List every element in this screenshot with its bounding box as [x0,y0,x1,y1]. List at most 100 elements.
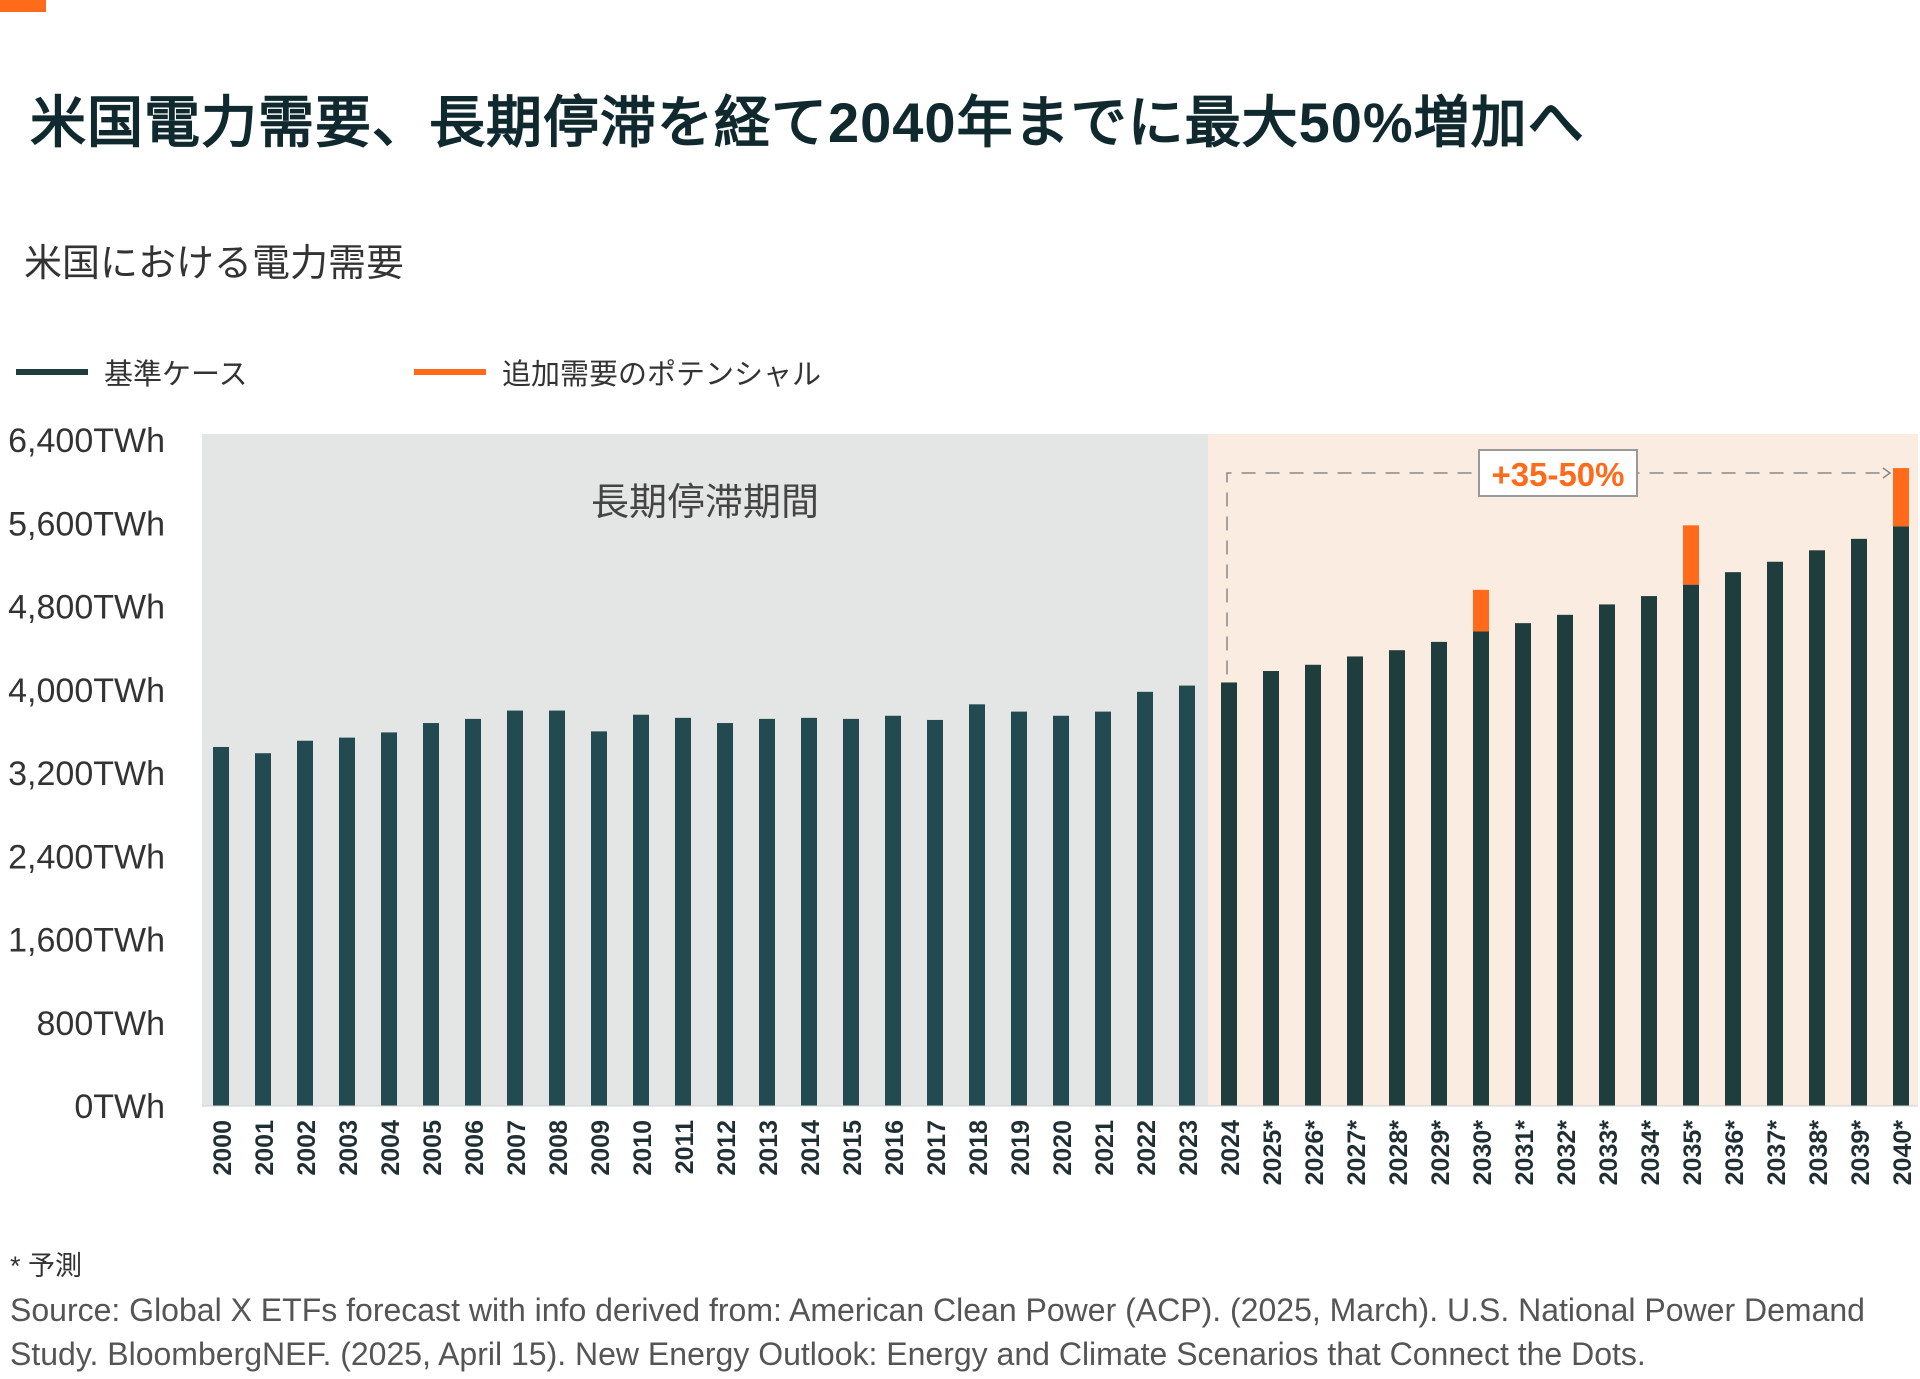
x-tick-label: 2008 [545,1120,573,1176]
legend-label-potential: 追加需要のポテンシャル [502,359,822,391]
stagnation-period-region [202,434,1208,1106]
source-note: Source: Global X ETFs forecast with info… [10,1292,1865,1372]
x-tick-label: 2027* [1343,1120,1371,1186]
bar-base [255,753,271,1106]
bar-base [507,710,523,1106]
bar-base [423,723,439,1106]
bar-base [1599,604,1615,1106]
x-tick-label: 2025* [1259,1120,1287,1186]
bar-base [1641,596,1657,1106]
x-tick-label: 2030* [1469,1120,1497,1186]
x-tick-label: 2000 [209,1120,237,1176]
stagnation-period-label: 長期停滞期間 [591,482,819,524]
bar-potential [1893,468,1909,527]
x-tick-label: 2015 [839,1120,867,1176]
x-tick-label: 2034* [1637,1120,1665,1186]
x-tick-label: 2033* [1595,1120,1623,1186]
x-tick-label: 2039* [1847,1120,1875,1186]
x-tick-label: 2005 [419,1120,447,1176]
bar-base [1011,711,1027,1106]
x-tick-label: 2002 [293,1120,321,1176]
x-tick-label: 2004 [377,1120,405,1176]
x-tick-label: 2036* [1721,1120,1749,1186]
x-tick-label: 2019 [1007,1120,1035,1176]
bar-base [1809,550,1825,1106]
x-tick-label: 2031* [1511,1120,1539,1186]
x-tick-label: 2023 [1175,1120,1203,1176]
bar-base [465,718,481,1106]
bar-base [1179,685,1195,1106]
bar-base [1347,656,1363,1106]
bar-base [1137,691,1153,1106]
x-tick-label: 2018 [965,1120,993,1176]
bar-base [381,732,397,1106]
x-tick-label: 2037* [1763,1120,1791,1186]
legend-item-base: 基準ケース [16,352,248,392]
bar-base [717,723,733,1106]
x-tick-label: 2028* [1385,1120,1413,1186]
bar-base [1221,682,1237,1106]
bar-base [1095,711,1111,1106]
x-tick-label: 2014 [797,1120,825,1176]
y-tick-label: 4,800TWh [8,589,165,627]
bar-base [1431,641,1447,1106]
bar-base [1389,650,1405,1106]
x-tick-label: 2013 [755,1120,783,1176]
bar-base [1893,526,1909,1106]
x-tick-label: 2040* [1889,1120,1917,1186]
bar-base [1263,671,1279,1106]
legend-swatch-base [16,369,88,375]
bar-base [213,746,229,1106]
x-tick-label: 2024 [1217,1120,1245,1176]
x-tick-label: 2038* [1805,1120,1833,1186]
bar-base [1305,664,1321,1106]
annotation-arrow-head [1882,467,1892,479]
y-tick-label: 1,600TWh [8,922,165,960]
x-tick-label: 2009 [587,1120,615,1176]
bar-base [549,710,565,1106]
x-tick-label: 2016 [881,1120,909,1176]
y-tick-label: 6,400TWh [8,422,165,460]
bar-base [1767,561,1783,1106]
x-tick-label: 2007 [503,1120,531,1176]
x-tick-label: 2012 [713,1120,741,1176]
x-tick-label: 2001 [251,1120,279,1176]
legend-label-base: 基準ケース [104,359,248,391]
bar-base [1683,584,1699,1106]
x-tick-label: 2029* [1427,1120,1455,1186]
bar-base [927,719,943,1106]
x-tick-label: 2026* [1301,1120,1329,1186]
annotation-box [1478,449,1638,497]
bar-base [1557,614,1573,1106]
footnote: * 予測 [10,1251,83,1281]
bar-base [1851,538,1867,1106]
bar-base [591,731,607,1106]
bar-base [843,718,859,1106]
annotation-label: +35-50% [1491,456,1624,493]
y-tick-label: 800TWh [37,1005,166,1043]
bar-base [675,717,691,1106]
x-tick-label: 2006 [461,1120,489,1176]
x-tick-label: 2003 [335,1120,363,1176]
x-tick-label: 2035* [1679,1120,1707,1186]
bar-base [969,704,985,1106]
bar-base [633,714,649,1106]
x-tick-label: 2032* [1553,1120,1581,1186]
y-tick-label: 5,600TWh [8,505,165,543]
bar-potential [1473,589,1489,632]
bar-base [297,740,313,1106]
x-tick-label: 2021 [1091,1120,1119,1176]
y-tick-label: 2,400TWh [8,838,165,876]
x-tick-label: 2022 [1133,1120,1161,1176]
bar-base [1473,631,1489,1106]
brand-accent-bar [0,0,46,12]
bar-base [1725,572,1741,1106]
x-tick-label: 2017 [923,1120,951,1176]
y-tick-label: 3,200TWh [8,755,165,793]
x-tick-label: 2020 [1049,1120,1077,1176]
y-tick-label: 0TWh [74,1088,165,1126]
bar-base [1515,623,1531,1106]
bar-base [801,717,817,1106]
bar-base [339,737,355,1106]
bar-base [1053,715,1069,1106]
